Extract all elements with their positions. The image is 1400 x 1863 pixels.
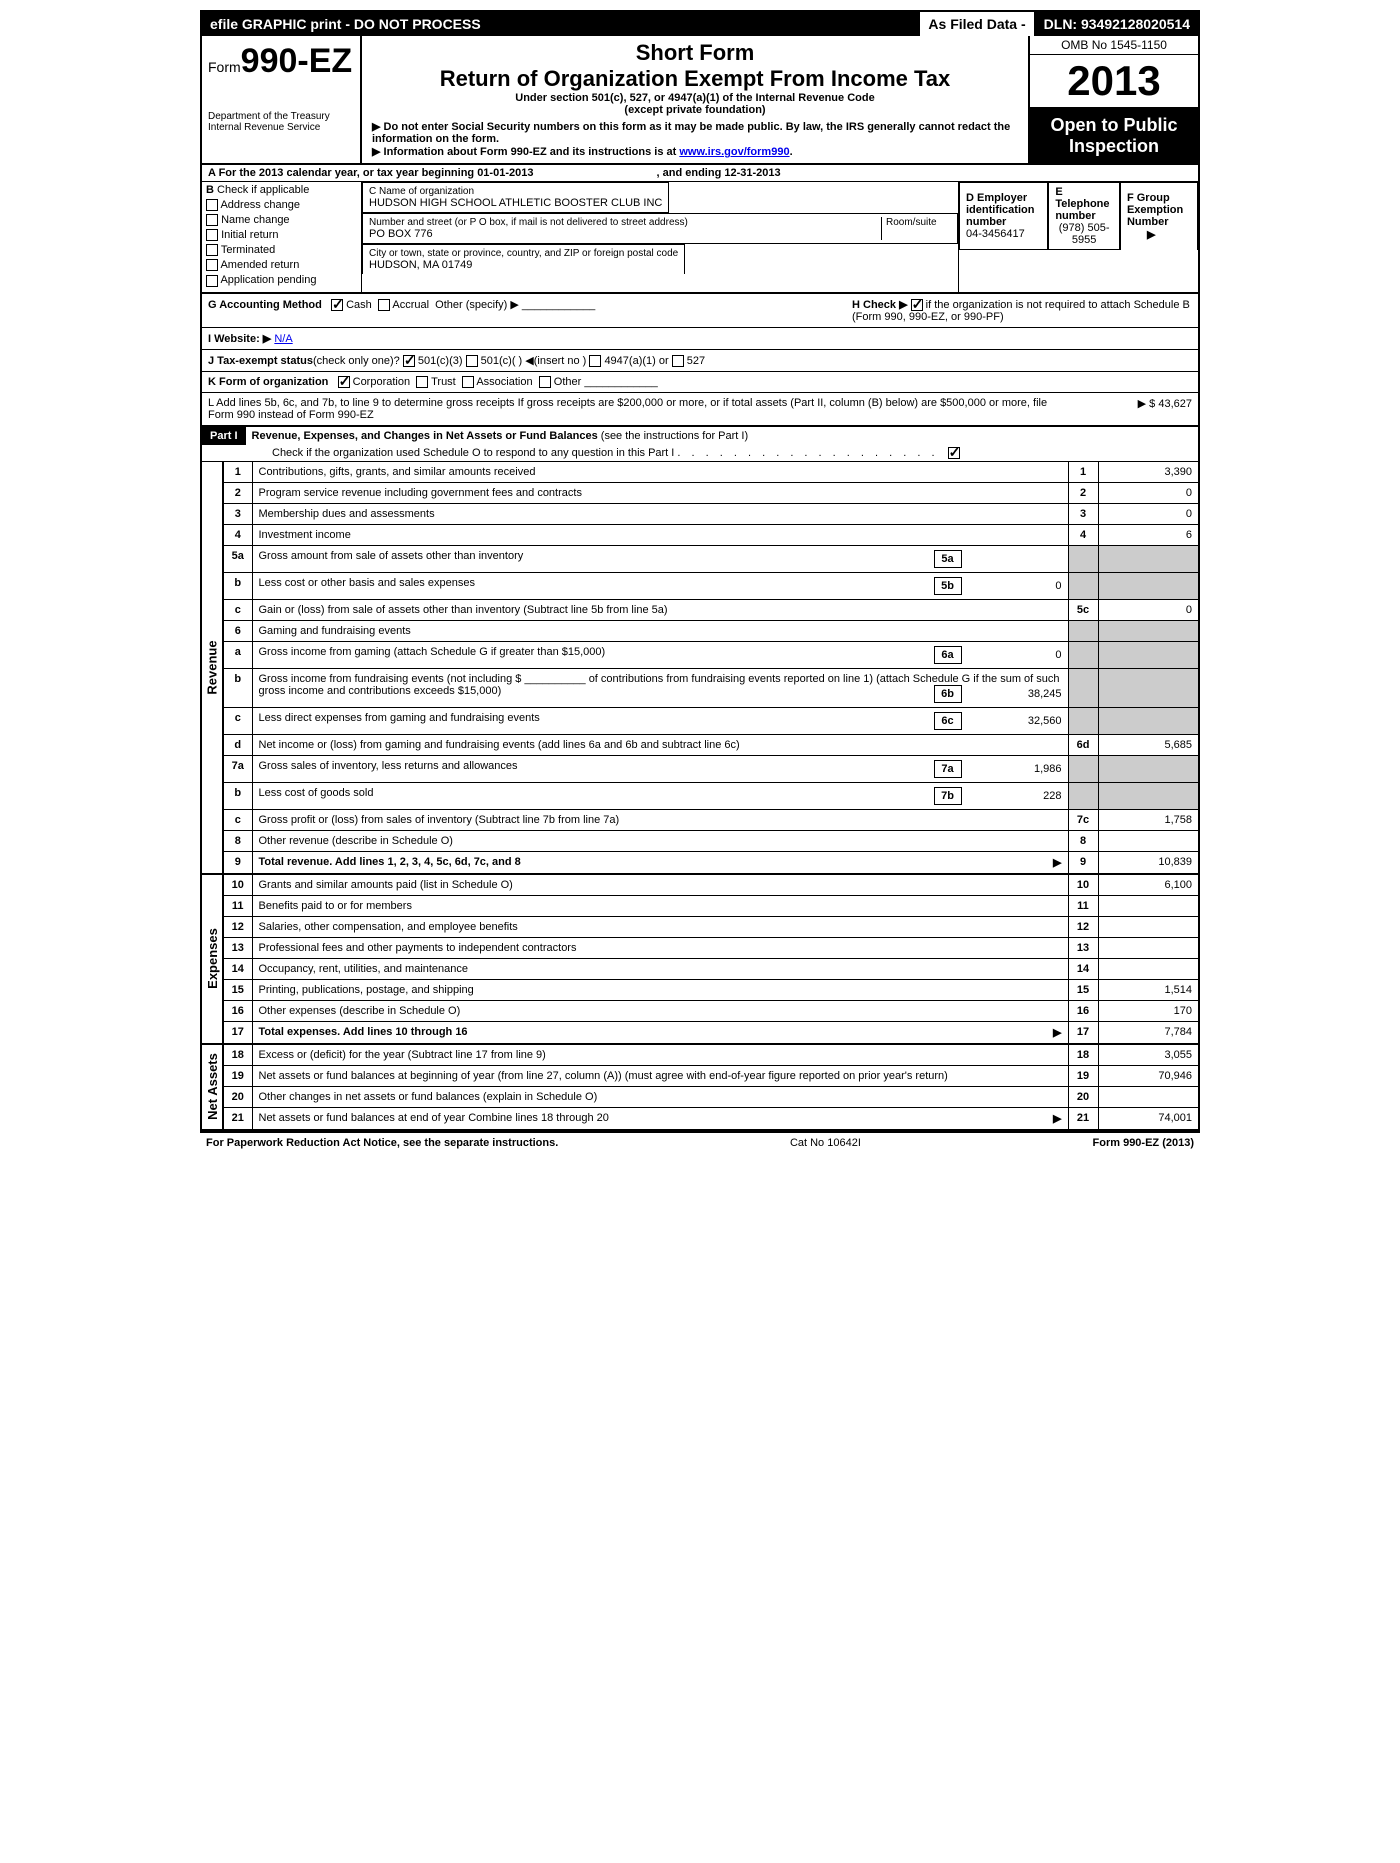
footer-left: For Paperwork Reduction Act Notice, see … [206,1137,558,1149]
org-column: C Name of organization HUDSON HIGH SCHOO… [362,182,958,292]
irs-link[interactable]: www.irs.gov/form990 [679,146,789,158]
note1: ▶ Do not enter Social Security numbers o… [372,120,1018,145]
check-527[interactable] [672,355,684,367]
check-other[interactable] [539,376,551,388]
check-4947[interactable] [589,355,601,367]
efile-label: efile GRAPHIC print - DO NOT PROCESS [202,12,918,36]
check-501c[interactable] [466,355,478,367]
ein: 04-3456417 [966,228,1041,240]
check-pending[interactable] [206,275,218,287]
l-row: L Add lines 5b, 6c, and 7b, to line 9 to… [202,393,1198,427]
form-prefix: Form [208,59,241,75]
gh-row: G Accounting Method Cash Accrual Other (… [202,294,1198,328]
form-box: Form990-EZ Department of the Treasury In… [202,36,362,163]
omb: OMB No 1545-1150 [1030,36,1198,55]
check-terminated[interactable] [206,244,218,256]
check-name[interactable] [206,214,218,226]
check-initial[interactable] [206,229,218,241]
tax-year: 2013 [1030,55,1198,109]
short-form: Short Form [372,40,1018,66]
inspect2: Inspection [1036,136,1192,157]
netassets-section: Net Assets 18Excess or (deficit) for the… [202,1045,1198,1131]
website-row: I Website: ▶ N/A [202,328,1198,350]
dln-label: DLN: 93492128020514 [1036,12,1198,36]
part1-header: Part I Revenue, Expenses, and Changes in… [202,427,1198,462]
note2: ▶ Information about Form 990-EZ and its … [372,145,1018,158]
check-corp[interactable] [338,376,350,388]
check-501c3[interactable] [403,355,415,367]
check-address[interactable] [206,199,218,211]
header: Form990-EZ Department of the Treasury In… [202,36,1198,165]
year-box: OMB No 1545-1150 2013 Open to Public Ins… [1028,36,1198,163]
check-accrual[interactable] [378,299,390,311]
subtitle2: (except private foundation) [372,104,1018,116]
phone: (978) 505-5955 [1055,222,1113,246]
period-row: A For the 2013 calendar year, or tax yea… [202,165,1198,182]
right-column: D Employer identification number 04-3456… [958,182,1198,292]
footer-right: Form 990-EZ (2013) [1093,1137,1194,1149]
check-schedule-o[interactable] [948,447,960,459]
website-link[interactable]: N/A [274,333,292,345]
org-name: HUDSON HIGH SCHOOL ATHLETIC BOOSTER CLUB… [369,197,662,209]
asfiled-label: As Filed Data - [918,12,1035,36]
tax-status-row: J Tax-exempt status(check only one)? 501… [202,350,1198,372]
city: HUDSON, MA 01749 [369,259,678,271]
dept-irs: Internal Revenue Service [208,122,354,133]
check-trust[interactable] [416,376,428,388]
netassets-side: Net Assets [202,1045,224,1129]
check-assoc[interactable] [462,376,474,388]
main-title: Return of Organization Exempt From Incom… [372,66,1018,92]
dept-treasury: Department of the Treasury [208,111,354,122]
revenue-section: Revenue 1Contributions, gifts, grants, a… [202,462,1198,875]
expenses-section: Expenses 10Grants and similar amounts pa… [202,875,1198,1045]
subtitle1: Under section 501(c), 527, or 4947(a)(1)… [372,92,1018,104]
footer: For Paperwork Reduction Act Notice, see … [200,1133,1200,1153]
form-number: 990-EZ [241,42,353,80]
check-amended[interactable] [206,259,218,271]
form-990ez: efile GRAPHIC print - DO NOT PROCESS As … [200,10,1200,1133]
revenue-side: Revenue [202,462,224,873]
title-box: Short Form Return of Organization Exempt… [362,36,1028,163]
expenses-side: Expenses [202,875,224,1043]
form-org-row: K Form of organization Corporation Trust… [202,372,1198,393]
address: PO BOX 776 [369,228,881,240]
check-cash[interactable] [331,299,343,311]
check-column: B Check if applicable Address change Nam… [202,182,362,292]
section-a: B Check if applicable Address change Nam… [202,182,1198,294]
l-amount: ▶ $ 43,627 [1072,397,1192,421]
check-h[interactable] [911,299,923,311]
footer-cat: Cat No 10642I [790,1137,861,1149]
top-bar: efile GRAPHIC print - DO NOT PROCESS As … [202,12,1198,36]
inspect1: Open to Public [1036,115,1192,136]
